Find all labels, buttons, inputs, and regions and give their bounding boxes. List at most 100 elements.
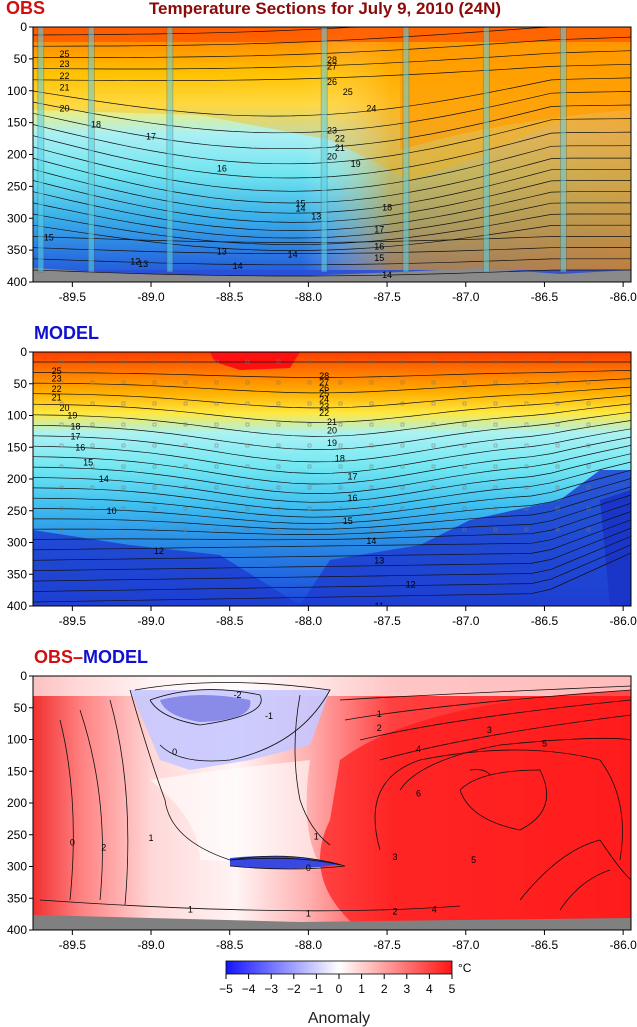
panel-label-model: MODEL: [34, 323, 99, 343]
model-grid-point: [524, 401, 529, 406]
obs-contour-label: 20: [59, 104, 69, 114]
model-grid-point: [555, 401, 560, 406]
model-contour-label: 15: [343, 516, 353, 526]
model-contour-label: 21: [327, 417, 337, 427]
model-contour-label: 13: [374, 555, 384, 565]
obs-station-column: [87, 27, 95, 273]
model-x-tick-label: -89.5: [59, 614, 87, 628]
contour-line: [229, 855, 346, 870]
colorbar-tick-label: 1: [358, 982, 365, 996]
diff-y-tick-label: 350: [7, 891, 27, 905]
diff-x-tick-label: -86.5: [531, 938, 559, 952]
contour-line: [33, 411, 631, 450]
obs-y-tick-label: 250: [7, 179, 27, 193]
model-grid-point: [493, 401, 498, 406]
model-grid-point: [245, 485, 250, 490]
model-grid-point: [369, 380, 374, 385]
model-grid-point: [524, 443, 529, 448]
contour-line: [33, 378, 631, 394]
model-grid-point: [462, 506, 467, 511]
model-grid-point: [586, 464, 591, 469]
model-grid-point: [431, 401, 436, 406]
model-grid-point: [555, 527, 560, 532]
model-grid-point: [59, 464, 64, 469]
model-grid-point: [369, 506, 374, 511]
model-grid-point: [307, 506, 312, 511]
model-grid-point: [183, 401, 188, 406]
model-x-tick-label: -86.0: [609, 614, 637, 628]
model-grid-point: [276, 506, 281, 511]
model-grid-point: [462, 464, 467, 469]
contour-line: [33, 486, 631, 530]
obs-station-column: [560, 27, 567, 273]
diff-contour-label: 0: [306, 863, 311, 873]
colorbar-tick-label: −3: [264, 982, 278, 996]
obs-contour-label: 20: [327, 151, 337, 161]
model-grid-point: [183, 422, 188, 427]
contour-line: [339, 685, 631, 701]
obs-contour-label: 22: [335, 134, 345, 144]
contour-line: [33, 247, 631, 254]
model-grid-point: [338, 527, 343, 532]
model-grid-point: [369, 485, 374, 490]
model-grid-point: [214, 443, 219, 448]
model-contour-label: 19: [67, 411, 77, 421]
model-grid-point: [152, 380, 157, 385]
obs-y-tick-label: 150: [7, 116, 27, 130]
model-grid-point: [245, 359, 250, 364]
model-grid-point: [462, 401, 467, 406]
model-grid-point: [493, 443, 498, 448]
model-grid-point: [555, 443, 560, 448]
model-grid-point: [90, 506, 95, 511]
model-grid-point: [555, 380, 560, 385]
model-grid-point: [369, 464, 374, 469]
contour-line: [33, 536, 631, 582]
obs-contour-label: 15: [296, 199, 306, 209]
model-grid-point: [338, 359, 343, 364]
diff-contour-label: 4: [432, 905, 437, 915]
model-grid-point: [214, 485, 219, 490]
obs-contour-label: 12: [130, 257, 140, 267]
diff-x-tick-label: -88.0: [295, 938, 323, 952]
model-contour-label: 18: [70, 421, 80, 431]
model-grid-point: [586, 401, 591, 406]
model-contour-labels: 2523222120191817161514101228272625242322…: [52, 366, 416, 606]
obs-y-tick-label: 200: [7, 148, 27, 162]
model-grid-point: [369, 401, 374, 406]
model-grid-point: [59, 401, 64, 406]
model-grid-point: [338, 443, 343, 448]
obs-contour-label: 26: [327, 77, 337, 87]
obs-contour-label: 14: [233, 261, 243, 271]
model-grid-point: [90, 527, 95, 532]
model-grid-point: [245, 506, 250, 511]
model-y-tick-label: 0: [20, 345, 27, 359]
obs-contour-label: 27: [327, 62, 337, 72]
contour-line: [33, 180, 631, 223]
model-contour-label: 15: [83, 457, 93, 467]
diff-contour-label: 3: [392, 852, 397, 862]
model-grid-point: [59, 422, 64, 427]
contour-line: [33, 395, 631, 423]
contour-line: [33, 236, 631, 243]
model-contour-label: 23: [52, 374, 62, 384]
obs-contour-label: 25: [59, 49, 69, 59]
model-contour-label: 28: [319, 371, 329, 381]
model-grid-point: [555, 464, 560, 469]
contour-line: [33, 370, 631, 378]
model-grid-point: [555, 359, 560, 364]
diff-y-tick-label: 250: [7, 828, 27, 842]
obs-y-tick-label: 50: [14, 52, 28, 66]
diff-contour-label: 5: [542, 738, 547, 748]
model-grid-point: [90, 464, 95, 469]
contour-line: [359, 699, 631, 741]
model-x-tick-label: -87.5: [373, 614, 401, 628]
diff-y-tick-label: 50: [14, 701, 28, 715]
figure-title: Temperature Sections for July 9, 2010 (2…: [149, 0, 501, 18]
model-grid-point: [431, 359, 436, 364]
model-grid-point: [152, 527, 157, 532]
diff-y-tick-label: 300: [7, 860, 27, 874]
colorbar-tick-label: 5: [449, 982, 456, 996]
obs-x-tick-label: -86.5: [531, 290, 559, 304]
colorbar: °C −5 −4 −3 −2 −1 0 1 2 3 4 5 Anomaly: [219, 960, 472, 1027]
